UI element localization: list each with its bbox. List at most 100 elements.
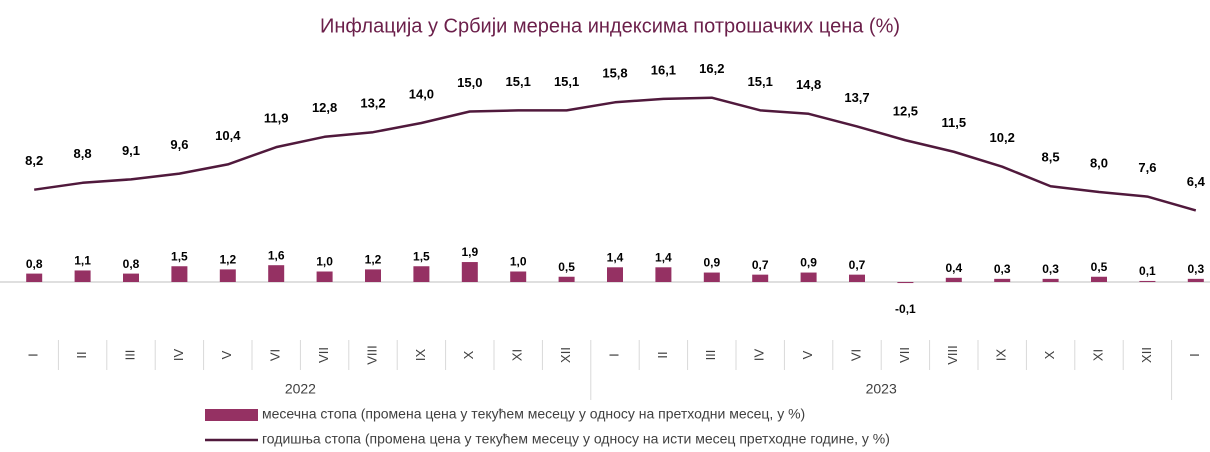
bar bbox=[607, 267, 623, 282]
x-tick-label: I bbox=[26, 353, 41, 357]
line-value-label: 13,2 bbox=[360, 96, 385, 111]
bar bbox=[74, 270, 91, 282]
line-value-label: 8,8 bbox=[74, 146, 92, 161]
line-value-label: 16,2 bbox=[699, 61, 724, 76]
line-value-label: 16,1 bbox=[651, 62, 676, 77]
chart-title: Инфлација у Србији мерена индексима потр… bbox=[320, 15, 900, 37]
bar bbox=[365, 269, 381, 282]
x-tick-label: XII bbox=[558, 347, 573, 363]
bar-value-label: 0,5 bbox=[558, 260, 575, 274]
line-value-label: 15,0 bbox=[457, 75, 482, 90]
x-tick-label: VI bbox=[848, 349, 863, 361]
bar-value-label: 1,0 bbox=[510, 255, 527, 269]
x-tick-label: IV bbox=[171, 349, 186, 362]
bar-value-label: 1,5 bbox=[171, 249, 188, 263]
bar-value-label: 1,4 bbox=[607, 250, 624, 264]
x-tick-label: XI bbox=[510, 349, 525, 361]
x-tick-label: VII bbox=[316, 347, 331, 363]
line-value-label: 8,2 bbox=[25, 153, 43, 168]
line-value-label: 15,1 bbox=[748, 74, 773, 89]
x-tick-label: I bbox=[1187, 353, 1202, 357]
bar bbox=[849, 274, 865, 282]
x-tick-label: II bbox=[655, 351, 670, 358]
bar-value-label: 0,7 bbox=[849, 258, 866, 272]
bar bbox=[655, 267, 672, 282]
bar bbox=[1042, 278, 1059, 282]
bar bbox=[268, 265, 285, 282]
bar-value-label: 1,0 bbox=[316, 255, 333, 269]
line-value-label: 9,1 bbox=[122, 143, 140, 158]
bar-value-label: 0,1 bbox=[1139, 264, 1156, 278]
bar bbox=[510, 271, 527, 282]
line-value-label: 11,5 bbox=[942, 115, 967, 130]
line-value-label: 13,7 bbox=[844, 90, 869, 105]
legend-label: годишња стопа (промена цена у текућем ме… bbox=[262, 431, 890, 447]
bar-value-label: 1,4 bbox=[655, 250, 672, 264]
x-tick-label: I bbox=[606, 353, 621, 357]
bar bbox=[945, 277, 962, 282]
bar-value-label: 0,9 bbox=[800, 256, 817, 270]
bar-value-label: 0,7 bbox=[752, 258, 769, 272]
line-value-label: 12,5 bbox=[893, 104, 918, 119]
bar-value-label: 0,9 bbox=[703, 256, 720, 270]
bar-value-label: 1,5 bbox=[413, 249, 430, 263]
bar-value-label: 0,4 bbox=[945, 261, 962, 275]
bar-value-label: 1,2 bbox=[219, 253, 236, 267]
x-tick-label: II bbox=[74, 351, 89, 358]
line-value-label: 6,4 bbox=[1187, 174, 1206, 189]
line-value-label: 11,9 bbox=[264, 111, 289, 126]
bar bbox=[316, 271, 333, 282]
bar-value-label: 0,3 bbox=[994, 262, 1011, 276]
bar bbox=[800, 272, 817, 282]
x-tick-label: IV bbox=[752, 349, 767, 362]
x-tick-label: VII bbox=[897, 347, 912, 363]
line bbox=[34, 96, 1197, 212]
x-tick-label: XI bbox=[1090, 349, 1105, 361]
bar-value-label: 1,2 bbox=[365, 253, 382, 267]
bar bbox=[897, 282, 914, 284]
bar-value-label: -0,1 bbox=[895, 302, 916, 316]
line-value-label: 15,1 bbox=[506, 74, 531, 89]
x-tick-label: VIII bbox=[364, 345, 379, 365]
x-tick-label: X bbox=[461, 350, 476, 359]
line-value-label: 12,8 bbox=[312, 100, 337, 115]
group-label: 2023 bbox=[866, 381, 897, 397]
x-tick-label: IX bbox=[994, 349, 1009, 362]
x-tick-label: V bbox=[219, 350, 234, 359]
x-tick-label: III bbox=[703, 350, 718, 361]
bar bbox=[219, 269, 236, 282]
x-tick-label: IX bbox=[413, 349, 428, 362]
line-value-label: 14,8 bbox=[796, 77, 821, 92]
line-value-label: 9,6 bbox=[170, 137, 188, 152]
bar-value-label: 0,3 bbox=[1042, 262, 1059, 276]
line-value-label: 14,0 bbox=[409, 86, 434, 101]
bar bbox=[123, 273, 139, 282]
x-tick-label: III bbox=[122, 350, 137, 361]
x-tick-label: VIII bbox=[945, 345, 960, 365]
line-value-label: 7,6 bbox=[1138, 160, 1156, 175]
line-value-label: 8,0 bbox=[1090, 155, 1108, 170]
line-value-label: 10,4 bbox=[215, 128, 241, 143]
legend-swatch bbox=[205, 409, 258, 421]
x-tick-label: V bbox=[800, 350, 815, 359]
bar bbox=[703, 272, 720, 282]
group-label: 2022 bbox=[285, 381, 316, 397]
bar bbox=[558, 276, 575, 282]
bar-value-label: 1,9 bbox=[461, 245, 478, 259]
line-value-label: 15,1 bbox=[554, 74, 579, 89]
legend-label: месечна стопа (промена цена у текућем ме… bbox=[262, 406, 805, 422]
bar bbox=[461, 262, 478, 282]
bar-value-label: 0,8 bbox=[26, 257, 43, 271]
bar-value-label: 0,5 bbox=[1091, 260, 1108, 274]
bar bbox=[1091, 276, 1107, 282]
bar bbox=[1139, 280, 1156, 282]
bar bbox=[1187, 278, 1204, 282]
bar bbox=[752, 274, 769, 282]
x-tick-label: VI bbox=[268, 349, 283, 361]
x-tick-label: X bbox=[1042, 350, 1057, 359]
bar-value-label: 0,8 bbox=[123, 257, 140, 271]
bar-value-label: 0,3 bbox=[1187, 262, 1204, 276]
bar bbox=[413, 266, 430, 282]
bar bbox=[994, 278, 1011, 282]
